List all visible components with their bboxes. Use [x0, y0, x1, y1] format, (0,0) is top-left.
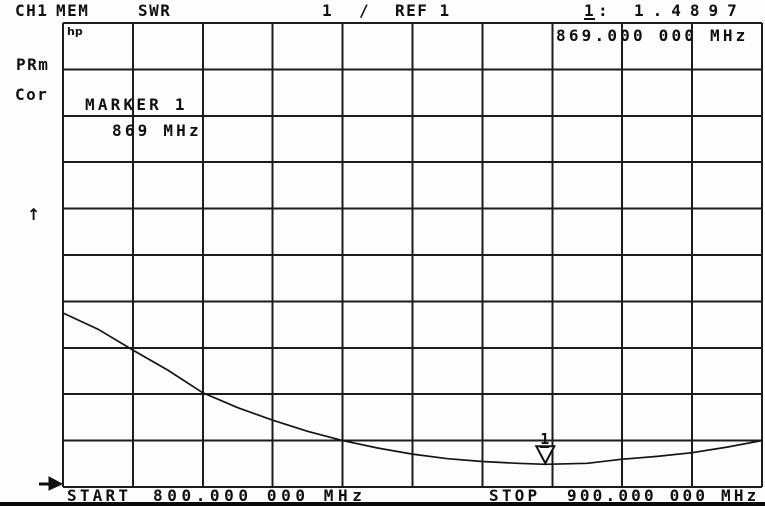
hp-logo: hp	[67, 25, 83, 38]
reference-label: REF 1	[395, 1, 451, 20]
start-label: START	[67, 486, 132, 505]
prm-annunciator: PRm	[16, 55, 50, 74]
marker-readout-number: 1	[584, 1, 596, 20]
screen-bottom-edge	[0, 502, 765, 506]
marker-readout-colon: :	[598, 1, 610, 20]
trace-source-label: MEM	[56, 1, 90, 20]
graticule-grid	[62, 22, 763, 488]
scale-per-div: 1	[322, 1, 334, 20]
cor-annunciator: Cor	[15, 85, 49, 104]
start-value: 800.000 000 MHz	[153, 486, 367, 505]
sweep-indicator-icon: ↑	[27, 205, 41, 224]
reference-position-icon	[39, 476, 64, 491]
format-label: SWR	[138, 1, 172, 20]
channel-label: CH1	[15, 1, 49, 20]
marker-frequency: 869 MHz	[112, 121, 202, 140]
scale-separator: /	[359, 1, 371, 20]
stop-value: 900.000 000 MHz	[567, 486, 760, 505]
active-marker-frequency: 869.000 000 MHz	[556, 26, 749, 45]
marker-label: MARKER 1	[85, 95, 188, 114]
marker-readout-value: 1.4897	[634, 1, 746, 20]
swr-trace	[62, 312, 763, 466]
stop-label: STOP	[489, 486, 541, 505]
trace-marker-number: 1	[540, 430, 550, 449]
